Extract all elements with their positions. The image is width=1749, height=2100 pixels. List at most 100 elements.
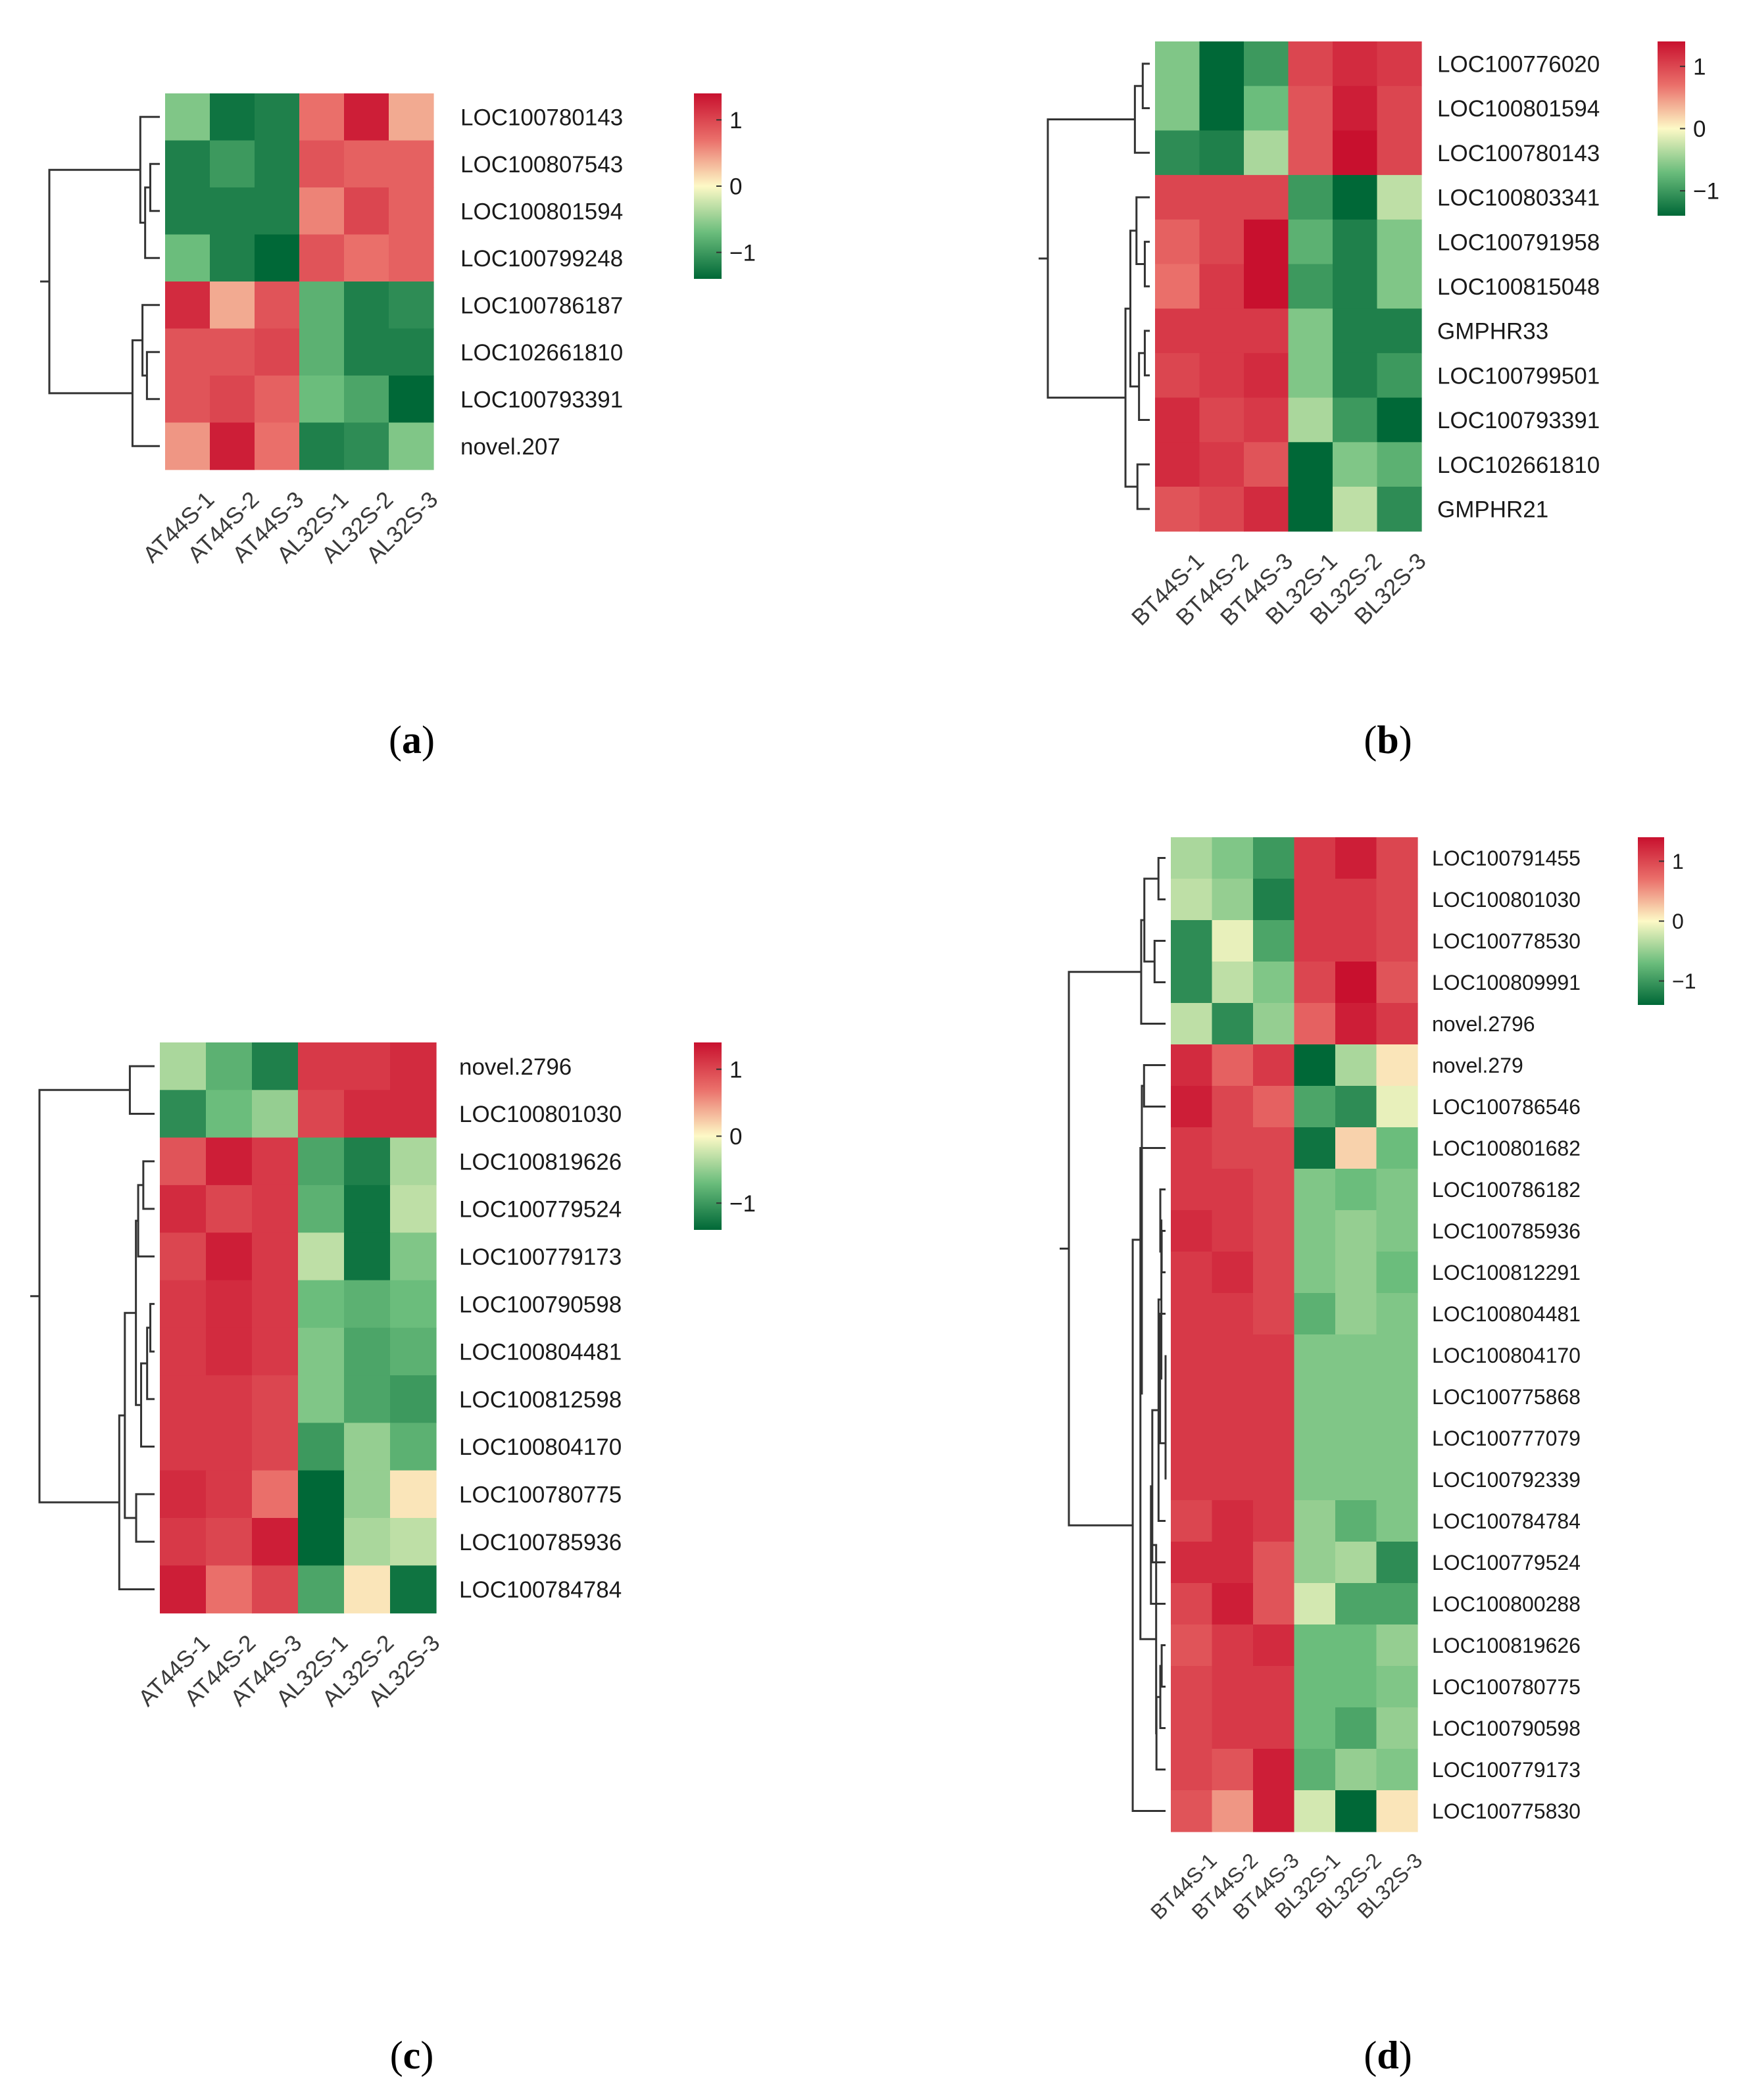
heatmap-cell — [252, 1518, 299, 1566]
heatmap-cell — [1155, 41, 1200, 87]
heatmap-cell — [206, 1423, 253, 1471]
heatmap-cell — [1335, 1542, 1377, 1584]
row-label: LOC100801030 — [1432, 888, 1581, 912]
row-label: LOC100775868 — [1432, 1385, 1581, 1409]
heatmap-cell — [299, 140, 345, 188]
dendrogram-branch — [142, 1160, 155, 1210]
row-label: LOC100780143 — [460, 105, 623, 130]
heatmap-cell — [299, 234, 345, 282]
heatmap-cell — [252, 1423, 299, 1471]
dendrogram-branch — [1047, 118, 1135, 399]
heatmap-cell — [1376, 1127, 1418, 1169]
heatmap-cell — [255, 93, 300, 141]
heatmap-cell — [1253, 1666, 1295, 1708]
heatmap-cell — [165, 281, 210, 330]
heatmap-cell — [1171, 879, 1213, 921]
heatmap-cell — [1294, 1293, 1336, 1335]
row-label: GMPHR33 — [1437, 319, 1548, 345]
heatmap-cell — [1212, 1086, 1254, 1128]
heatmap-cell — [1335, 1666, 1377, 1708]
heatmap-cell — [1244, 130, 1289, 176]
heatmap-cell — [344, 1137, 391, 1186]
heatmap-cell — [1333, 442, 1378, 487]
heatmap-cell — [1335, 1707, 1377, 1749]
heatmap-cell — [1333, 41, 1378, 87]
heatmap-cell — [298, 1565, 345, 1614]
heatmap-cell — [1244, 487, 1289, 532]
heatmap-cell — [1294, 1086, 1336, 1128]
row-label: LOC100804481 — [459, 1340, 622, 1365]
heatmap-cell — [160, 1565, 207, 1614]
dendrogram-branch — [1129, 230, 1139, 388]
dendrogram-branch — [1155, 1696, 1166, 1770]
heatmap-cell — [1377, 130, 1422, 176]
heatmap-cell — [344, 376, 389, 424]
heatmap-cell — [206, 1184, 253, 1233]
heatmap-cell — [1335, 1459, 1377, 1501]
dendrogram-branch — [1151, 1409, 1166, 1563]
heatmap-cell — [344, 1233, 391, 1281]
heatmap-cell — [344, 140, 389, 188]
heatmap-cell — [1171, 1666, 1213, 1708]
dendrogram-branch — [38, 1088, 130, 1503]
dendrogram-branch — [1160, 1230, 1166, 1273]
heatmap-cell — [1376, 837, 1418, 879]
heatmap-cell — [1294, 1252, 1336, 1294]
heatmap-cell — [1294, 1376, 1336, 1418]
heatmap-cell — [1155, 175, 1200, 220]
heatmap-cell — [1376, 1086, 1418, 1128]
heatmap-cell — [1294, 1500, 1336, 1542]
heatmap-cell — [298, 1233, 345, 1281]
dendrogram-branch — [146, 1327, 155, 1400]
heatmap-cell — [1376, 1293, 1418, 1335]
heatmap-cell — [1212, 1003, 1254, 1045]
heatmap-cell — [1294, 879, 1336, 921]
dendrogram-branch — [1157, 1298, 1166, 1522]
heatmap-cell — [1253, 920, 1295, 962]
heatmap-cell — [1377, 264, 1422, 309]
heatmap-cell — [1376, 1252, 1418, 1294]
heatmap-cell — [1171, 1252, 1213, 1294]
heatmap-cell — [1376, 1417, 1418, 1459]
heatmap-cell — [1294, 1583, 1336, 1625]
heatmap-cell — [255, 187, 300, 235]
heatmap-cell — [344, 1184, 391, 1233]
dendrogram-branch — [137, 1184, 155, 1258]
heatmap-cell — [1171, 920, 1213, 962]
heatmap-cell — [1335, 920, 1377, 962]
row-label: LOC100790598 — [1432, 1717, 1581, 1740]
row-label: LOC100780775 — [459, 1482, 622, 1507]
row-label: LOC100804170 — [459, 1434, 622, 1460]
heatmap-cell — [160, 1090, 207, 1138]
heatmap-cell — [1288, 442, 1333, 487]
heatmap-cell — [1253, 1086, 1295, 1128]
heatmap-cell — [1288, 308, 1333, 354]
heatmap-cell — [206, 1470, 253, 1519]
heatmap-cell — [252, 1280, 299, 1329]
dendrogram-branch — [1160, 1644, 1166, 1688]
heatmap-cell — [252, 1184, 299, 1233]
heatmap-cell — [1212, 1127, 1254, 1169]
row-label: LOC100812291 — [1432, 1261, 1581, 1284]
heatmap-cell — [1171, 1624, 1213, 1667]
heatmap-cell — [210, 234, 255, 282]
heatmap-cell — [165, 376, 210, 424]
row-label: LOC100791455 — [1432, 846, 1581, 870]
heatmap-cell — [1294, 962, 1336, 1004]
row-label: LOC100809991 — [1432, 971, 1581, 994]
row-label: LOC100801682 — [1432, 1136, 1581, 1160]
colorbar-tick-label: 0 — [729, 1124, 742, 1150]
heatmap-cell — [165, 187, 210, 235]
heatmap-cell — [1199, 353, 1244, 399]
heatmap-cell — [390, 1423, 437, 1471]
heatmap-cell — [298, 1327, 345, 1376]
dendrogram-branch — [144, 186, 160, 259]
heatmap-cell — [1333, 130, 1378, 176]
heatmap-cell — [1288, 41, 1333, 87]
heatmap-cell — [165, 234, 210, 282]
heatmap-cell — [1171, 1459, 1213, 1501]
heatmap-cell — [1244, 41, 1289, 87]
dendrogram-branch — [1140, 919, 1166, 1025]
row-label: LOC100803341 — [1437, 185, 1600, 211]
heatmap-cell — [298, 1423, 345, 1471]
